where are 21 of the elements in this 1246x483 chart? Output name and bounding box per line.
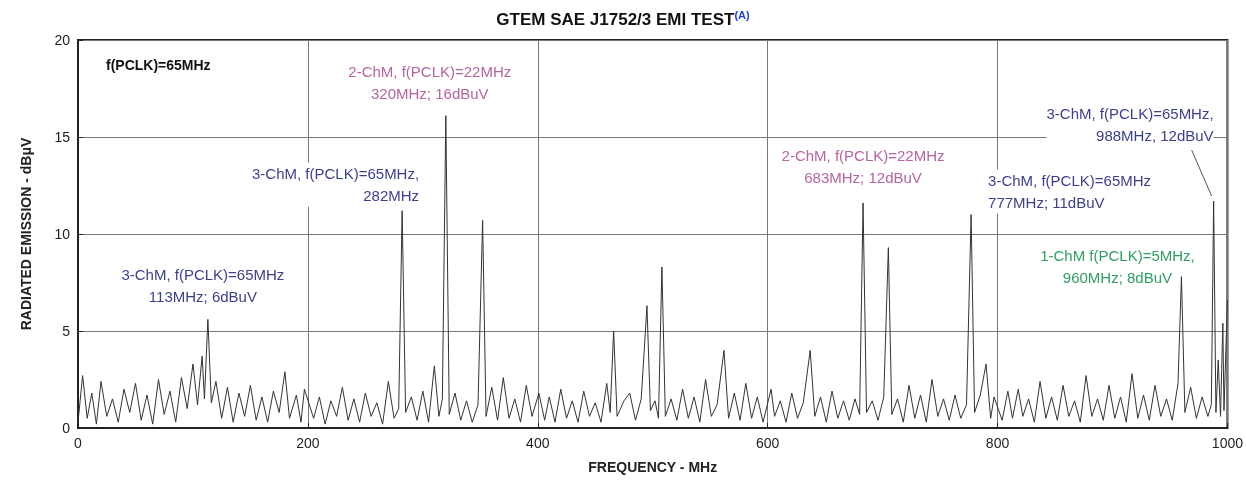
x-tick-label: 0: [74, 435, 83, 451]
x-tick-label: 600: [755, 435, 780, 451]
annotation: 1-ChM f(PCLK)=5MHz, 960MHz; 8dBuV: [1040, 247, 1195, 287]
annotation: 3-ChM, f(PCLK)=65MHz, 988MHz, 12dBuV: [1046, 104, 1214, 144]
x-tick-label: 800: [985, 435, 1010, 451]
x-tick-label: 1000: [1211, 435, 1244, 451]
annotation: 3-ChM, f(PCLK)=65MHz 113MHz; 6dBuV: [121, 265, 285, 305]
annotation: 3-ChM, f(PCLK)=65MHz 777MHz; 11dBuV: [988, 172, 1152, 212]
x-tick-label: 200: [296, 435, 320, 451]
annotation: 2-ChM, f(PCLK)=22MHz 320MHz; 16dBuV: [348, 63, 512, 103]
y-tick-label: 0: [62, 420, 71, 436]
y-tick-label: 10: [54, 226, 71, 242]
annotation: 2-ChM, f(PCLK)=22MHz 683MHz; 12dBuV: [781, 147, 945, 187]
x-tick-label: 400: [526, 435, 550, 451]
y-axis-title: RADIATED EMISSION - dBμV: [18, 137, 34, 331]
annotation: f(PCLK)=65MHz: [106, 57, 211, 73]
x-axis-title: FREQUENCY - MHz: [588, 459, 718, 475]
annotation: 3-ChM, f(PCLK)=65MHz, 282MHz: [252, 165, 420, 205]
y-tick-label: 5: [62, 323, 71, 339]
y-tick-label: 20: [54, 32, 71, 48]
y-tick-label: 15: [54, 129, 71, 145]
